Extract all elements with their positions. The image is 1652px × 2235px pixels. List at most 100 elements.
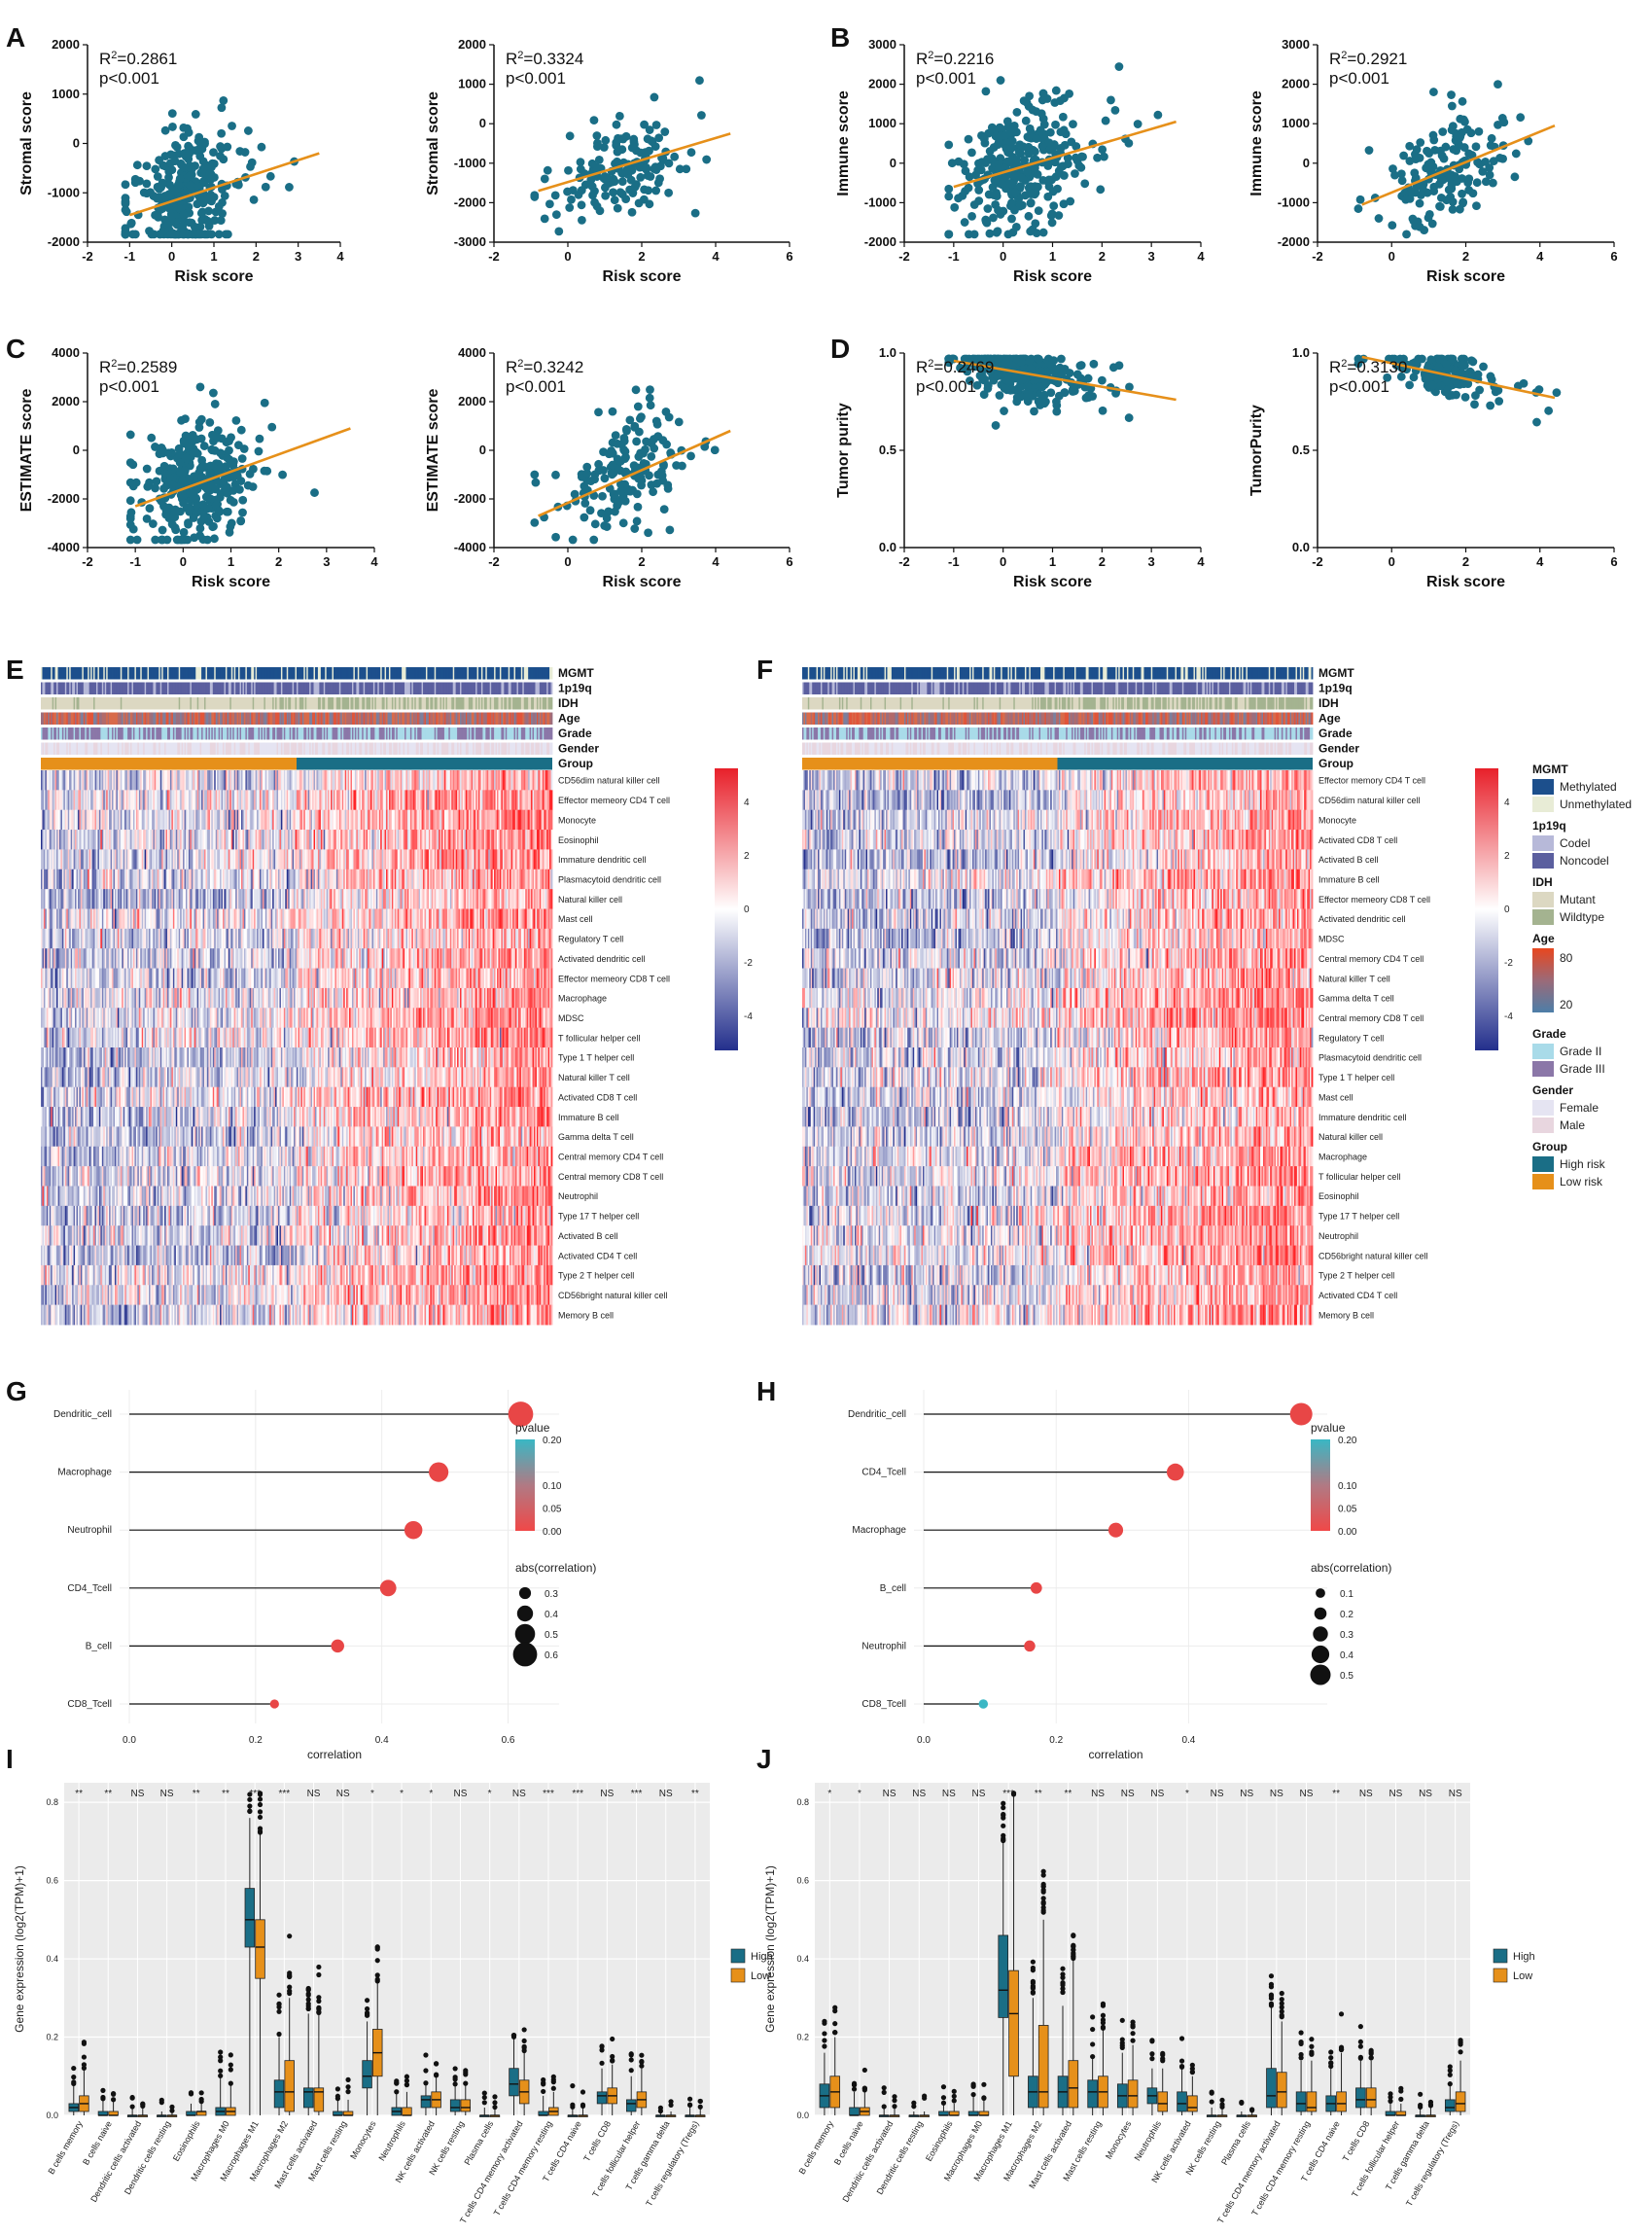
y-tick-label: 1000 (1282, 116, 1310, 130)
scatter-B2: -2 0 2 4 6-2000-10000100020003000Risk scoreI… (1248, 37, 1618, 285)
data-point (217, 463, 226, 472)
data-point (212, 207, 221, 216)
data-point (1436, 202, 1445, 211)
data-point (1007, 215, 1016, 224)
data-point (1010, 206, 1019, 215)
data-point (168, 123, 177, 131)
data-point (179, 210, 188, 219)
data-point (1026, 189, 1035, 197)
data-point (225, 446, 233, 455)
data-point (1410, 217, 1419, 226)
data-point (266, 172, 275, 181)
data-point (1011, 188, 1020, 196)
panel-label-e: E (6, 655, 24, 685)
x-tick-label: -1 (129, 554, 141, 569)
y-tick-label: 0 (73, 443, 80, 457)
data-point (240, 444, 249, 453)
data-point (544, 166, 552, 175)
x-tick-label: 1 (228, 554, 234, 569)
data-point (644, 134, 652, 143)
data-point (1516, 113, 1525, 122)
data-point (1429, 187, 1438, 195)
x-tick-label: 4 (370, 554, 378, 569)
y-axis-title: Stromal score (18, 91, 35, 195)
y-tick-label: -1000 (1278, 195, 1310, 209)
y-tick-label: -4000 (454, 540, 486, 554)
data-point (238, 509, 247, 517)
data-point (126, 431, 135, 440)
data-point (627, 176, 636, 185)
data-point (1437, 194, 1446, 202)
data-point (263, 467, 271, 476)
data-point (970, 200, 979, 209)
data-point (1473, 178, 1482, 187)
data-point (644, 528, 652, 537)
y-tick-label: -2000 (864, 234, 896, 249)
data-point (609, 188, 617, 196)
data-point (664, 189, 673, 197)
data-point (577, 165, 585, 174)
data-point (594, 408, 603, 416)
data-point (1012, 108, 1021, 117)
x-tick-label: -2 (488, 249, 500, 264)
data-point (1467, 128, 1476, 137)
y-axis-title: ESTIMATE score (425, 388, 441, 512)
data-point (178, 222, 187, 231)
data-point (1481, 158, 1490, 166)
data-point (580, 514, 588, 522)
data-point (967, 148, 976, 157)
data-point (988, 154, 997, 162)
data-point (133, 536, 142, 545)
data-point (611, 195, 619, 204)
data-point (211, 446, 220, 455)
data-point (228, 122, 236, 130)
data-point (143, 161, 152, 170)
data-point (150, 230, 158, 238)
y-tick-label: 2000 (458, 394, 486, 408)
r2-prefix: R (99, 50, 111, 68)
data-point (1124, 139, 1133, 148)
data-point (195, 230, 204, 238)
data-point (1098, 145, 1107, 154)
data-point (195, 531, 204, 540)
data-point (569, 536, 578, 545)
data-point (1026, 228, 1035, 236)
data-point (1027, 198, 1036, 207)
y-tick-label: 3000 (1282, 37, 1310, 52)
x-tick-label: 6 (1610, 249, 1617, 264)
data-point (1499, 118, 1508, 126)
data-point (1449, 197, 1458, 206)
data-point (621, 166, 630, 175)
data-point (551, 533, 560, 542)
p-value-label: p<0.001 (1329, 69, 1389, 88)
y-tick-label: 2000 (458, 37, 486, 52)
data-point (592, 131, 601, 140)
data-point (1043, 193, 1052, 201)
x-tick-label: -2 (488, 554, 500, 569)
data-point (1438, 127, 1447, 136)
data-point (565, 203, 574, 212)
data-point (147, 434, 156, 443)
data-point (1022, 117, 1031, 125)
data-point (994, 206, 1002, 215)
x-tick-label: 0 (168, 249, 175, 264)
data-point (1134, 120, 1142, 128)
panel-label-d: D (830, 334, 850, 364)
data-point (982, 217, 991, 226)
data-point (1459, 116, 1468, 124)
data-point (607, 446, 615, 455)
data-point (205, 222, 214, 231)
panel-label-f: F (756, 655, 773, 685)
data-point (1402, 230, 1411, 238)
data-point (654, 179, 663, 188)
data-point (1448, 102, 1457, 111)
y-axis-title: Immune score (1248, 90, 1265, 196)
data-point (1459, 97, 1467, 106)
data-point (687, 148, 696, 157)
data-point (617, 134, 626, 143)
data-point (1065, 89, 1073, 98)
data-point (163, 536, 172, 545)
data-point (193, 449, 202, 458)
data-point (216, 152, 225, 160)
data-point (199, 514, 208, 522)
